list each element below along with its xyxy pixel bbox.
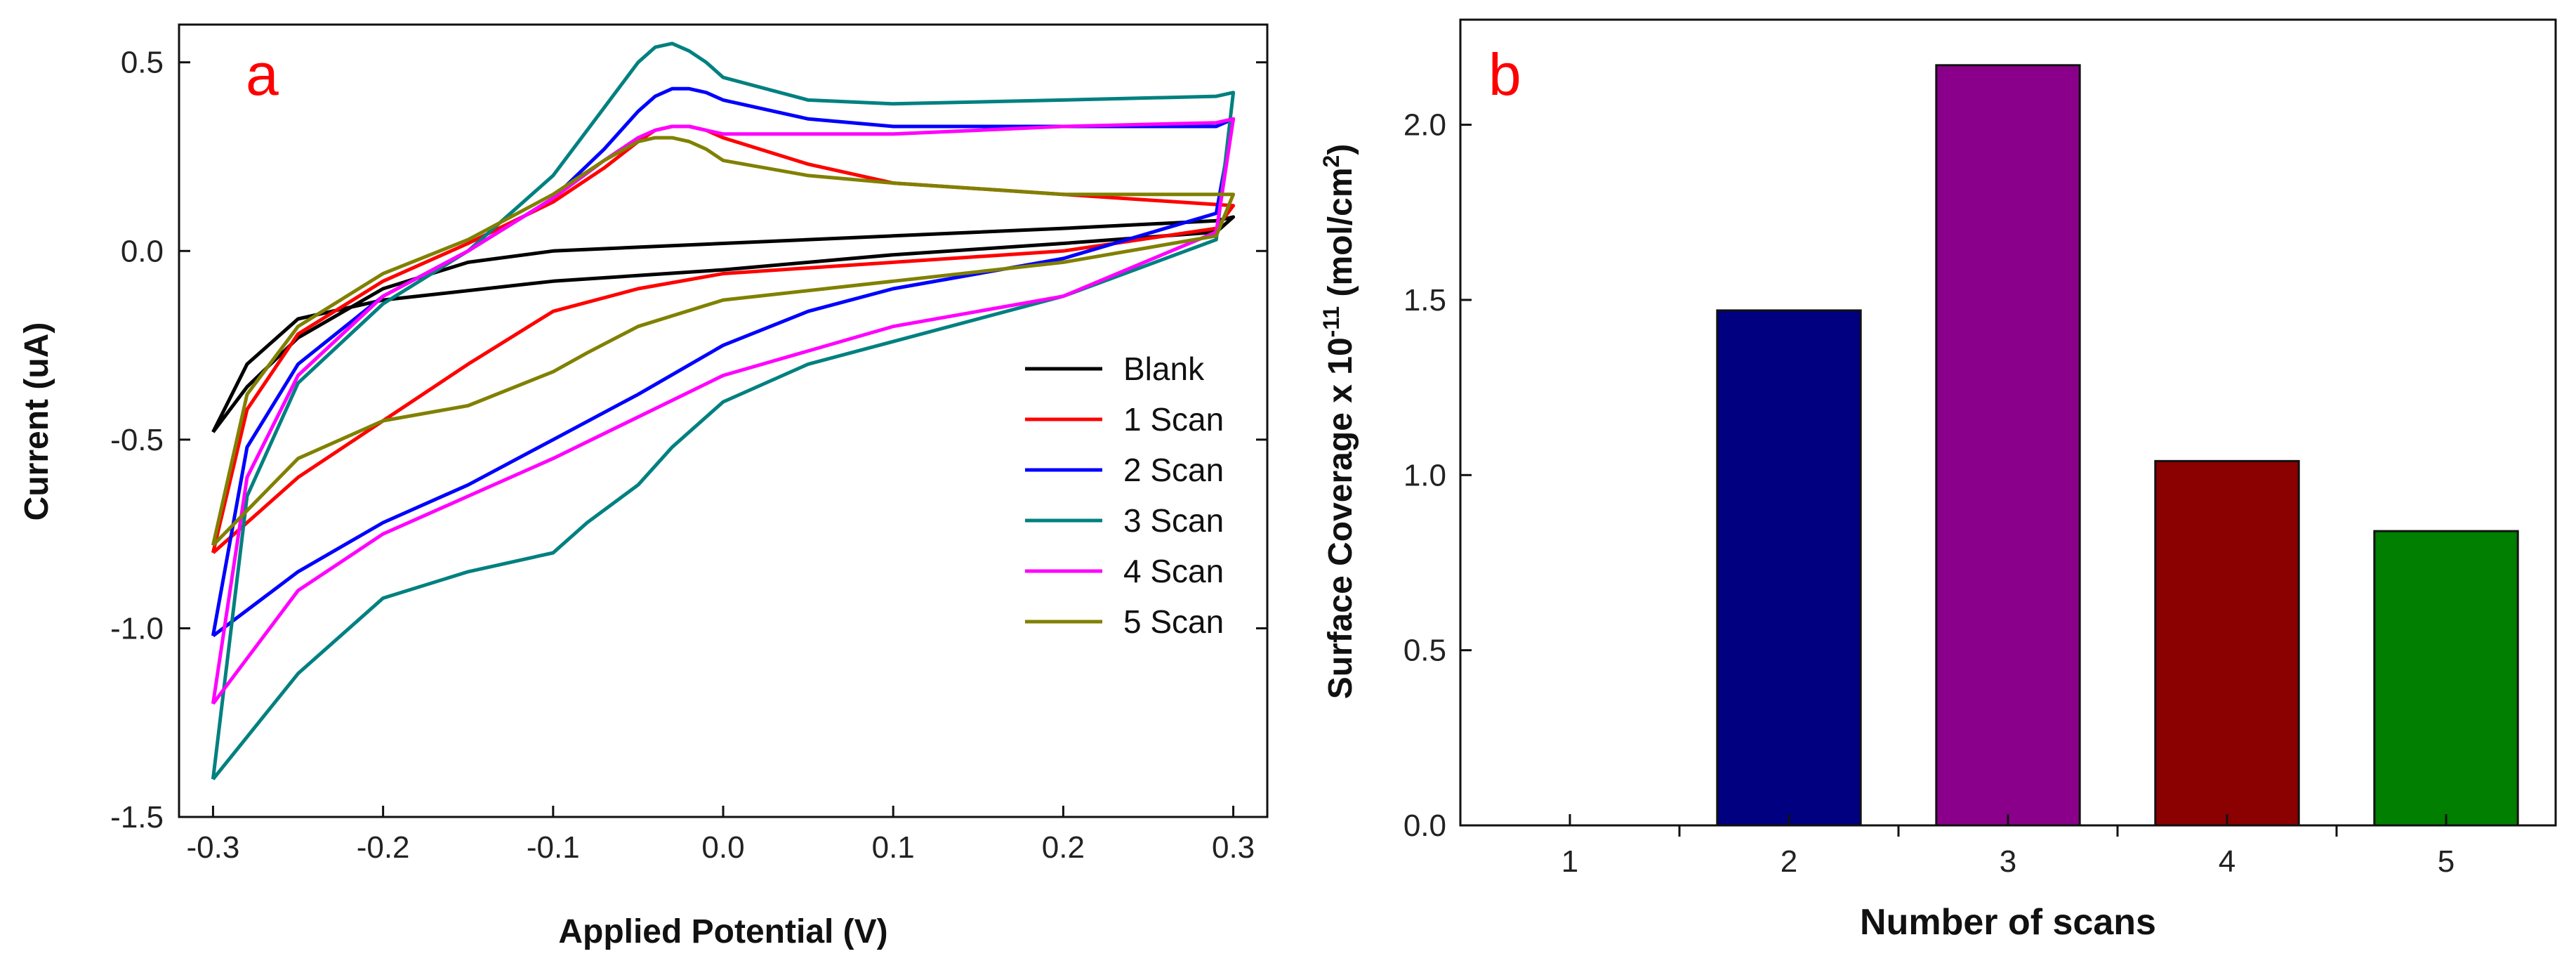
panel-a-line-chart: -0.3 -0.2 -0.1 0.0 0.1 0.2 0.3 -1.5 -1.0 -0.5 0.0…: [18, 23, 1269, 950]
y-tick-label: 2.0: [1403, 108, 1446, 143]
legend-label: 4 Scan: [1123, 553, 1224, 589]
y-tick-label: 0.5: [1403, 634, 1446, 668]
y-tick-label: -1.5: [110, 800, 164, 835]
panel-b-bars-group: [1716, 64, 2519, 827]
panel-b-y-axis-title-close: ): [1322, 144, 1359, 155]
panel-a-series-group: [211, 41, 1236, 780]
panel-a-legend: Blank 1 Scan 2 Scan 3 Scan 4 Scan 5 Scan: [1025, 351, 1224, 640]
legend-label: 5 Scan: [1123, 603, 1224, 640]
panel-b-x-axis-title: Number of scans: [1860, 902, 2156, 943]
series-line-4-scan: [211, 117, 1236, 705]
x-tick-label: -0.1: [527, 830, 580, 865]
panel-a-x-ticks: -0.3 -0.2 -0.1 0.0 0.1 0.2 0.3: [187, 806, 1255, 865]
x-tick-label: -0.2: [357, 830, 410, 865]
bar-scan-5: [2373, 530, 2519, 827]
y-tick-label: 1.5: [1403, 283, 1446, 318]
panel-b-label: b: [1488, 41, 1521, 107]
y-tick-label: -0.5: [110, 423, 164, 457]
y-tick-label: 0.0: [121, 234, 164, 268]
bar-scan-4: [2154, 459, 2300, 827]
x-tick-label: 2: [1781, 844, 1797, 879]
x-tick-label: 5: [2438, 844, 2455, 879]
x-tick-label: 1: [1561, 844, 1578, 879]
legend-label: 1 Scan: [1123, 401, 1224, 438]
panel-a-y-axis-title: Current (uA): [18, 322, 55, 521]
panel-a-label: a: [246, 41, 279, 107]
legend-label: 2 Scan: [1123, 452, 1224, 488]
panel-b-x-ticks: 1 2 3 4 5: [1561, 814, 2455, 879]
x-tick-label: 0.1: [872, 830, 915, 865]
x-tick-label: 3: [2000, 844, 2016, 879]
y-tick-label: -1.0: [110, 611, 164, 646]
y-tick-label: 0.5: [121, 46, 164, 80]
y-tick-label: 1.0: [1403, 458, 1446, 492]
x-tick-label: -0.3: [187, 830, 240, 865]
panel-b-y-axis-title-unit: (mol/cm: [1322, 167, 1359, 306]
x-tick-label: 4: [2219, 844, 2235, 879]
panel-b-y-axis-title-unit-exponent: 2: [1319, 155, 1344, 168]
bar-scan-3: [1935, 64, 2081, 827]
y-tick-label: 0.0: [1403, 809, 1446, 843]
series-line-5-scan: [211, 136, 1236, 547]
legend-label: Blank: [1123, 351, 1205, 387]
legend-label: 3 Scan: [1123, 502, 1224, 539]
series-line-1-scan: [211, 124, 1236, 554]
panel-a-y-ticks: -1.5 -1.0 -0.5 0.0 0.5: [110, 46, 1267, 835]
panel-b-y-axis-title-main: Surface Coverage x 10: [1322, 337, 1359, 699]
series-line-3-scan: [211, 41, 1236, 780]
bar-scan-2: [1716, 309, 1862, 827]
x-tick-label: 0.0: [701, 830, 744, 865]
panel-b-y-axis-title: Surface Coverage x 10-11 (mol/cm2): [1319, 144, 1359, 700]
panel-b-y-axis-title-exponent: -11: [1319, 306, 1344, 337]
panel-b-y-ticks: 0.0 0.5 1.0 1.5 2.0: [1403, 108, 1472, 843]
panel-a-x-axis-title: Applied Potential (V): [558, 913, 887, 950]
x-tick-label: 0.3: [1212, 830, 1255, 865]
x-tick-label: 0.2: [1042, 830, 1085, 865]
